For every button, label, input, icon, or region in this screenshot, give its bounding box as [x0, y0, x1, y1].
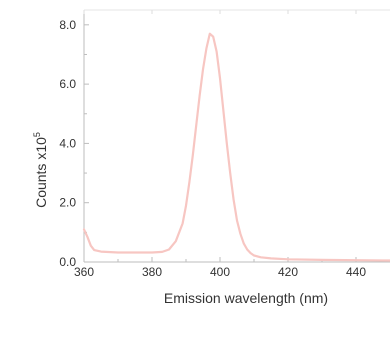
x-tick-label: 440 — [346, 265, 366, 279]
series-line — [82, 32, 390, 262]
x-tick-label: 380 — [142, 265, 162, 279]
x-tick-label: 400 — [210, 265, 230, 279]
y-tick-label: 2.0 — [59, 196, 76, 210]
y-axis-title: Counts x105 — [32, 132, 49, 208]
series-layer — [82, 32, 390, 262]
y-axis-title-base: Counts x10 — [33, 137, 49, 208]
ticks: 360 380 400 420 440 0.0 2.0 4.0 6.0 8.0 — [59, 10, 366, 279]
y-axis-title-exponent: 5 — [32, 132, 42, 137]
y-tick-label: 6.0 — [59, 77, 76, 91]
y-tick-label: 4.0 — [59, 136, 76, 150]
axes — [83, 9, 390, 263]
y-tick-label: 0.0 — [59, 255, 76, 269]
y-tick-label: 8.0 — [59, 18, 76, 32]
x-tick-label: 360 — [74, 265, 94, 279]
x-tick-label: 420 — [278, 265, 298, 279]
x-axis-title: Emission wavelength (nm) — [164, 290, 328, 306]
